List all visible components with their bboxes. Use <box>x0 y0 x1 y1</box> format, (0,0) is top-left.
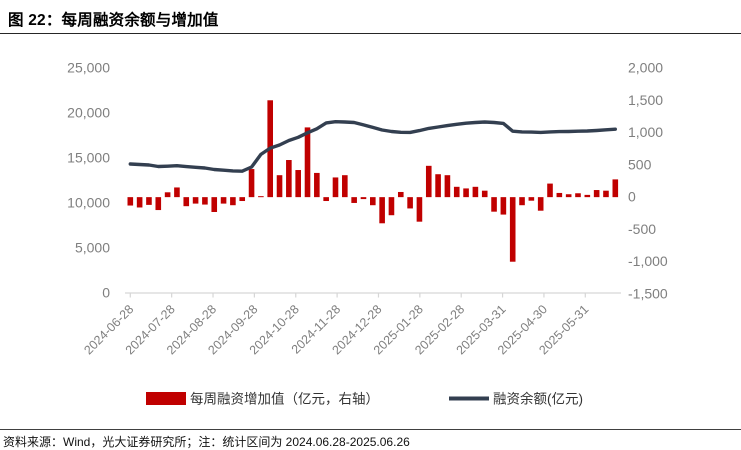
y-axis-left-label: 25,000 <box>67 60 110 76</box>
weekly-increment-bar <box>220 197 227 204</box>
weekly-increment-bar <box>295 170 301 198</box>
legend-bar-swatch <box>146 392 186 405</box>
weekly-increment-bar <box>239 197 246 202</box>
weekly-increment-bar <box>612 179 619 198</box>
weekly-increment-bar <box>575 193 581 198</box>
y-axis-left-label: 20,000 <box>67 105 110 121</box>
y-axis-right-label: -500 <box>628 221 656 237</box>
source-note: 资料来源：Wind，光大证券研究所；注：统计区间为 2024.06.28-202… <box>3 435 410 449</box>
weekly-increment-bar <box>286 160 292 198</box>
weekly-increment-bar <box>127 197 134 206</box>
weekly-increment-bar <box>509 197 516 262</box>
weekly-increment-bar <box>397 191 404 198</box>
weekly-increment-bar <box>547 183 553 198</box>
weekly-increment-bar <box>192 197 199 204</box>
y-axis-right-label: -1,000 <box>628 253 668 269</box>
balance-line <box>128 119 617 173</box>
y-axis-right-label: 500 <box>628 156 652 172</box>
weekly-increment-bar <box>593 190 600 198</box>
y-axis-left-label: 5,000 <box>75 240 110 256</box>
y-axis-right-label: 2,000 <box>628 60 663 76</box>
weekly-increment-bar <box>276 175 283 198</box>
weekly-increment-bar <box>351 197 357 203</box>
weekly-increment-bar <box>481 190 488 198</box>
footer-rule <box>0 429 741 430</box>
weekly-increment-bar <box>556 192 563 198</box>
weekly-increment-bar <box>304 127 311 198</box>
weekly-increment-bar <box>407 197 413 209</box>
weekly-increment-bar <box>332 177 339 198</box>
page-title: 图 22：每周融资余额与增加值 <box>8 12 219 29</box>
weekly-increment-bar <box>584 194 591 198</box>
weekly-increment-bar <box>500 197 507 215</box>
title-underline <box>0 33 741 34</box>
weekly-increment-bar <box>491 197 497 212</box>
weekly-increment-bar <box>155 197 162 211</box>
weekly-increment-bar <box>537 197 544 211</box>
weekly-increment-bar <box>528 197 535 201</box>
y-axis-right-label: 1,000 <box>628 124 663 140</box>
y-axis-left-label: 0 <box>102 285 110 301</box>
weekly-increment-bar <box>463 188 469 198</box>
weekly-increment-bar <box>444 175 451 198</box>
weekly-increment-bar <box>230 197 236 206</box>
y-axis-left-label: 15,000 <box>67 150 110 166</box>
legend-bar-label: 每周融资增加值（亿元，右轴） <box>190 392 379 407</box>
weekly-increment-bar <box>323 197 329 202</box>
weekly-increment-bar <box>183 197 190 207</box>
weekly-increment-bar <box>388 197 395 216</box>
legend-line-label: 融资余额(亿元) <box>493 391 583 407</box>
weekly-increment-bar <box>472 186 479 198</box>
weekly-increment-bar <box>211 197 218 212</box>
weekly-increment-bar <box>519 197 525 206</box>
weekly-increment-bar <box>174 187 180 198</box>
weekly-increment-bar <box>136 197 143 208</box>
weekly-increment-bar <box>202 197 208 205</box>
weekly-increment-bar <box>453 186 460 198</box>
y-axis-right-label: 1,500 <box>628 92 663 108</box>
weekly-increment-bar <box>565 194 572 198</box>
weekly-increment-bar <box>360 197 367 200</box>
y-axis-right-label: -1,500 <box>628 286 668 302</box>
weekly-increment-bar <box>342 175 348 198</box>
weekly-increment-bar <box>416 197 423 222</box>
weekly-increment-bar <box>164 192 171 198</box>
weekly-increment-bar <box>379 197 385 224</box>
y-axis-left-label: 10,000 <box>67 195 110 211</box>
weekly-increment-bar <box>314 172 320 198</box>
weekly-increment-bar <box>146 197 152 205</box>
weekly-increment-bar <box>425 165 432 198</box>
weekly-increment-bar <box>370 197 376 206</box>
weekly-increment-bar <box>258 196 264 198</box>
y-axis-right-label: 0 <box>628 189 636 205</box>
weekly-increment-bar <box>603 190 609 198</box>
weekly-increment-bar <box>435 174 441 198</box>
weekly-increment-bar <box>248 169 255 198</box>
